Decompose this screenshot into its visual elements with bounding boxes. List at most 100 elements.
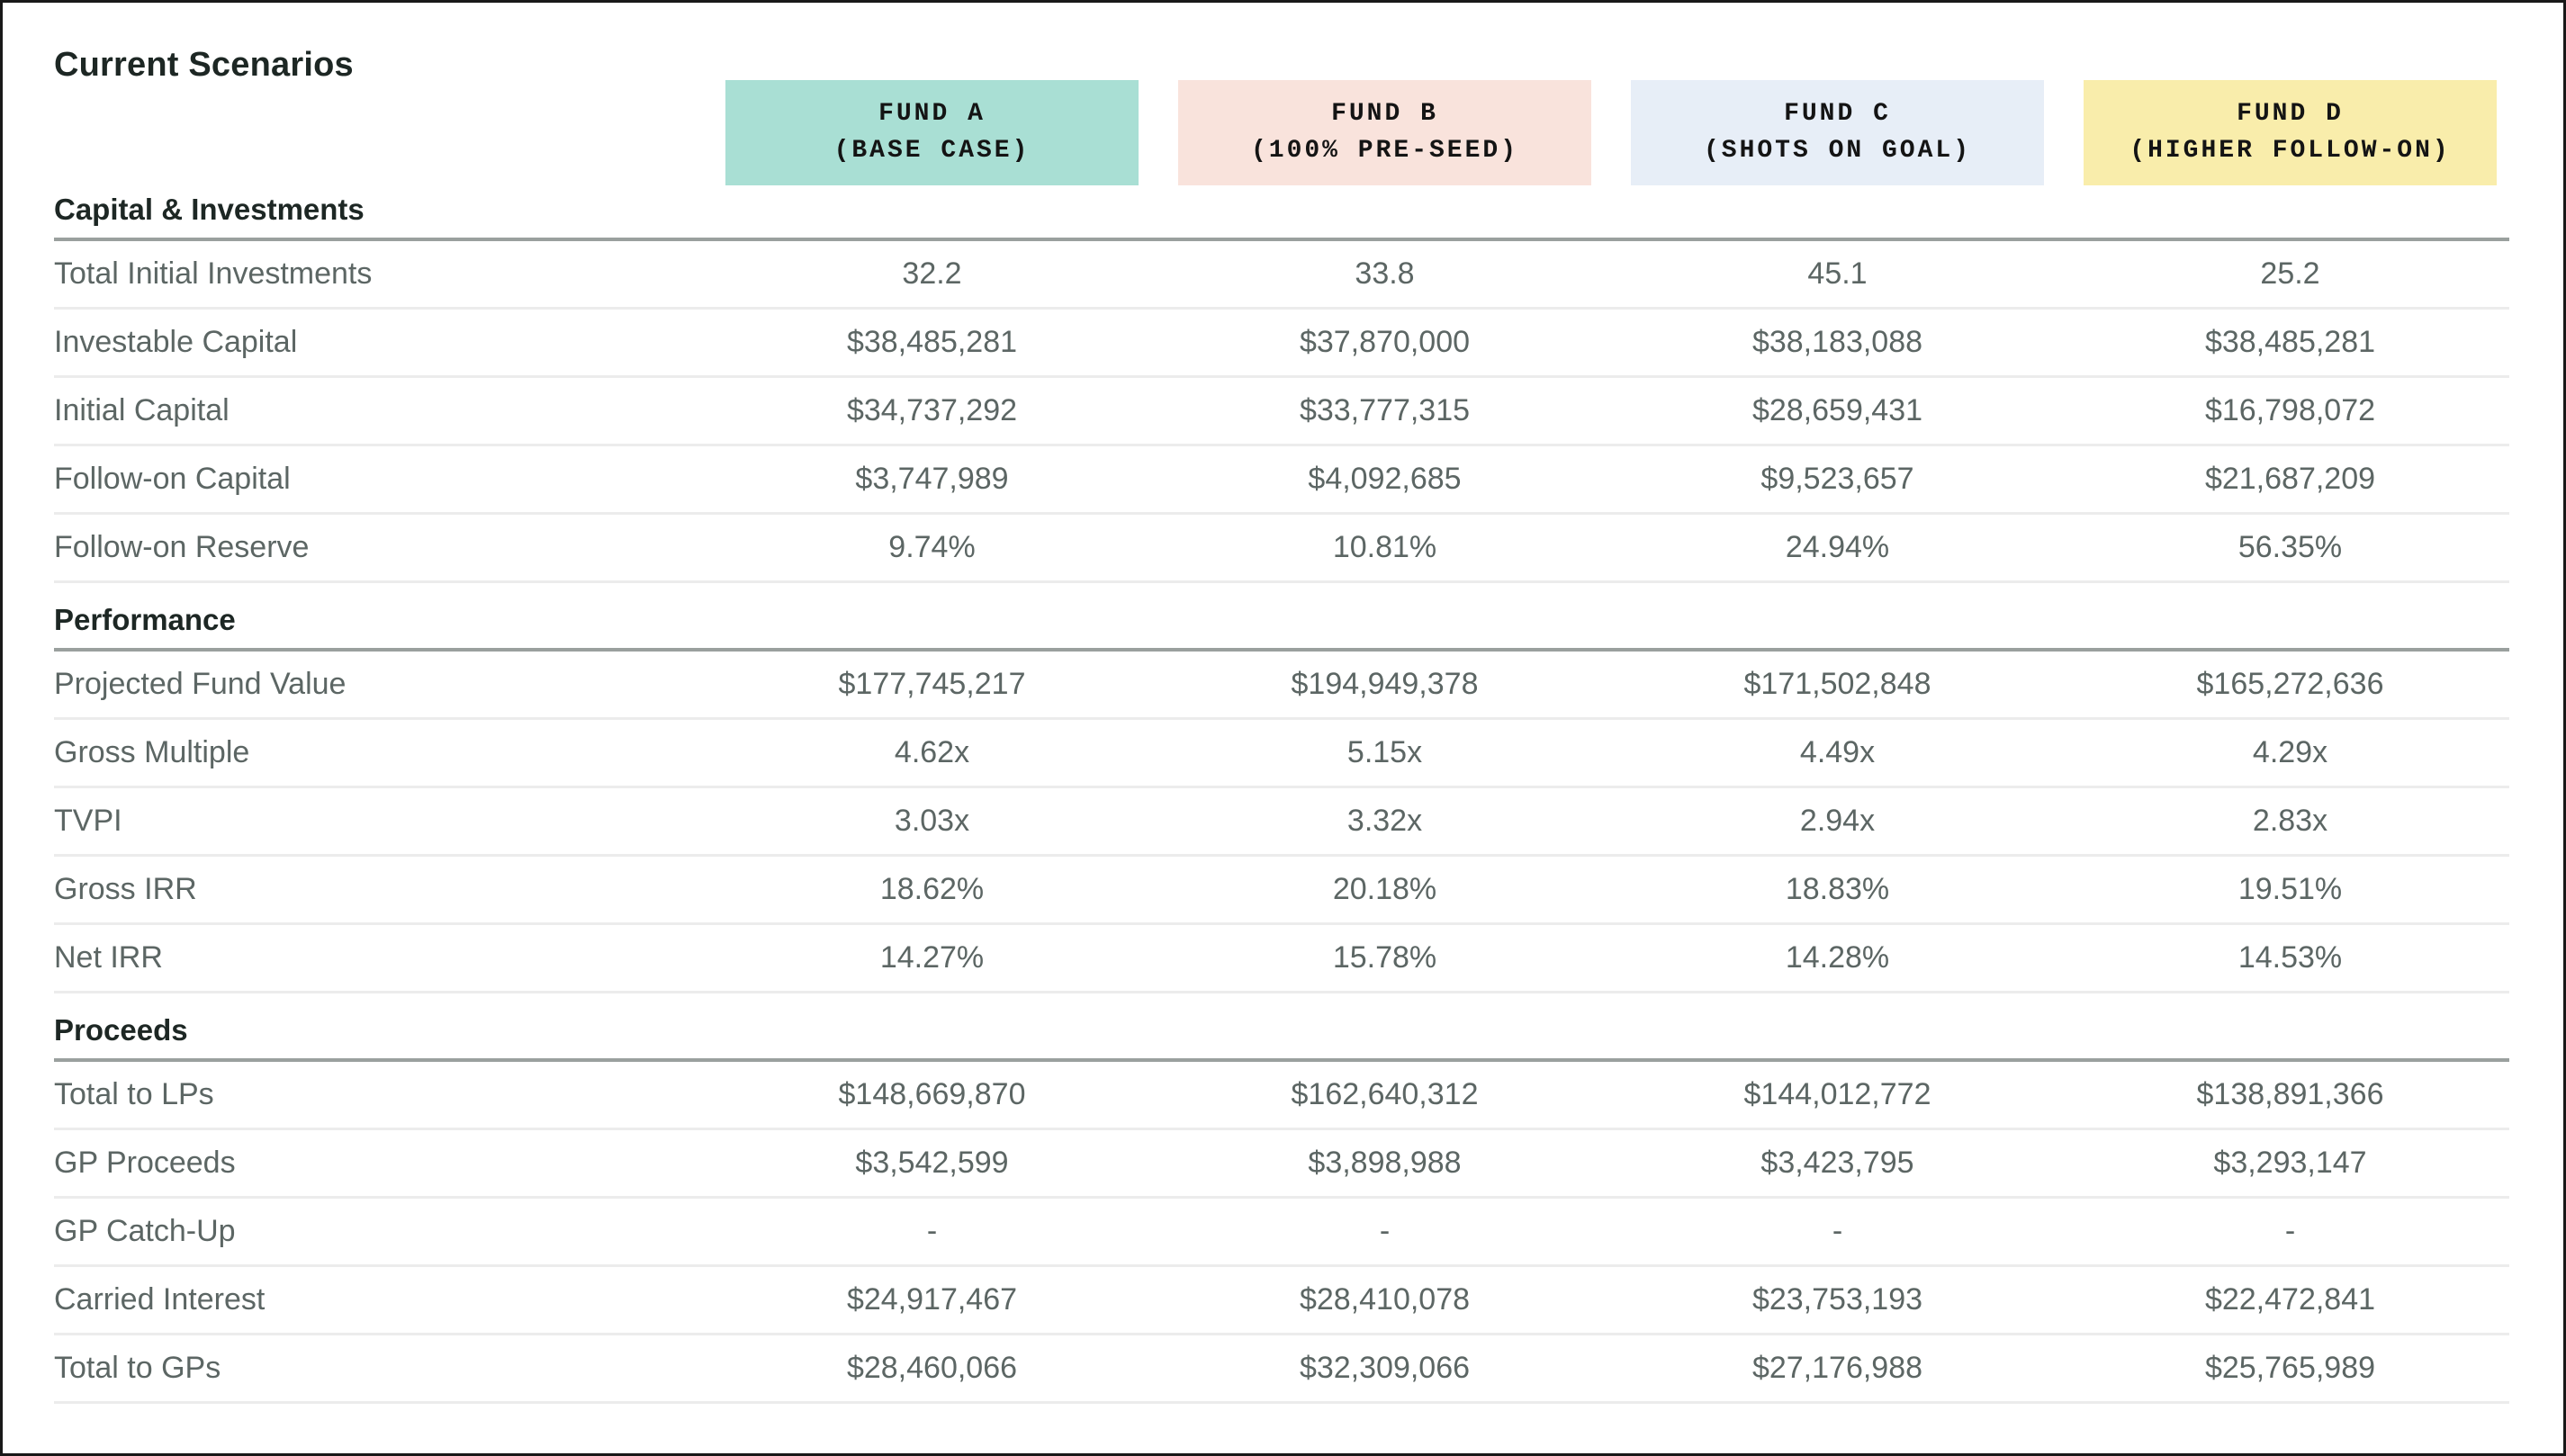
- scenario-table: Capital & Investments Total Initial Inves…: [54, 185, 2509, 1404]
- row-label: Gross Multiple: [54, 735, 250, 769]
- row-label: GP Catch-Up: [54, 1214, 236, 1248]
- cell-value: $24,917,467: [846, 1282, 1018, 1317]
- cell-value: 5.15x: [1346, 735, 1423, 769]
- fund-header-box: FUND C (SHOTS ON GOAL): [1631, 80, 2044, 185]
- cell-value: 4.29x: [2252, 735, 2328, 769]
- cell-value: $38,183,088: [1751, 325, 1923, 359]
- table-row: Total Initial Investments 32.2 33.8 45.1 25.…: [54, 241, 2509, 310]
- fund-column-header-cell-d: FUND D (HIGHER FOLLOW-ON): [2064, 24, 2516, 185]
- table-row: Gross IRR 18.62% 20.18% 18.83% 19.51%: [54, 857, 2509, 925]
- cell-value: $23,753,193: [1751, 1282, 1923, 1317]
- cell-value: 9.74%: [888, 530, 976, 564]
- row-label: Total to GPs: [54, 1351, 221, 1385]
- table-header-row: Current Scenarios FUND A (BASE CASE) FUND …: [54, 24, 2509, 185]
- table-row: Investable Capital $38,485,281 $37,870,000…: [54, 310, 2509, 378]
- cell-value: $38,485,281: [2204, 325, 2376, 359]
- cell-value: $28,460,066: [846, 1351, 1018, 1385]
- row-label: Total Initial Investments: [54, 256, 373, 291]
- cell-value: $138,891,366: [2196, 1077, 2384, 1111]
- cell-value: $25,765,989: [2204, 1351, 2376, 1385]
- section-header: Capital & Investments: [54, 185, 2509, 241]
- cell-value: $177,745,217: [838, 667, 1026, 701]
- cell-value: $162,640,312: [1291, 1077, 1479, 1111]
- fund-name: FUND B: [1331, 99, 1438, 128]
- fund-header-box: FUND A (BASE CASE): [725, 80, 1139, 185]
- table-row: Carried Interest $24,917,467 $28,410,078 $2…: [54, 1267, 2509, 1335]
- fund-subtitle: (HIGHER FOLLOW-ON): [2129, 136, 2451, 165]
- cell-value: $33,777,315: [1299, 393, 1471, 427]
- table-row: Gross Multiple 4.62x 5.15x 4.49x 4.29x: [54, 720, 2509, 788]
- cell-value: 4.62x: [894, 735, 970, 769]
- cell-value: -: [2284, 1214, 2296, 1248]
- cell-value: $165,272,636: [2196, 667, 2384, 701]
- fund-name: FUND D: [2237, 99, 2344, 128]
- cell-value: -: [1379, 1214, 1391, 1248]
- table-row: Total to GPs $28,460,066 $32,309,066 $27,17…: [54, 1335, 2509, 1404]
- row-label: Follow-on Reserve: [54, 530, 310, 564]
- table-row: Follow-on Reserve 9.74% 10.81% 24.94% 56.35%: [54, 515, 2509, 583]
- cell-value: $3,293,147: [2213, 1146, 2367, 1180]
- cell-value: $3,542,599: [855, 1146, 1009, 1180]
- cell-value: $148,669,870: [838, 1077, 1026, 1111]
- cell-value: 33.8: [1355, 256, 1415, 291]
- cell-value: 14.53%: [2237, 940, 2343, 975]
- cell-value: 18.62%: [879, 872, 985, 906]
- fund-name: FUND A: [878, 99, 986, 128]
- fund-subtitle: (100% PRE-SEED): [1250, 136, 1519, 165]
- section-header: Proceeds: [54, 993, 2509, 1062]
- section-header: Performance: [54, 583, 2509, 652]
- cell-value: 2.83x: [2252, 804, 2328, 838]
- table-row: Total to LPs $148,669,870 $162,640,312 $144…: [54, 1062, 2509, 1130]
- cell-value: $3,898,988: [1308, 1146, 1462, 1180]
- fund-header-box: FUND B (100% PRE-SEED): [1178, 80, 1591, 185]
- cell-value: $3,423,795: [1760, 1146, 1914, 1180]
- fund-column-header-cell-c: FUND C (SHOTS ON GOAL): [1611, 24, 2064, 185]
- row-label: GP Proceeds: [54, 1146, 236, 1180]
- cell-value: $37,870,000: [1299, 325, 1471, 359]
- cell-value: 3.03x: [894, 804, 970, 838]
- cell-value: 10.81%: [1332, 530, 1437, 564]
- table-row: Initial Capital $34,737,292 $33,777,315 $28…: [54, 378, 2509, 446]
- table-row: GP Catch-Up - - - -: [54, 1199, 2509, 1267]
- table-row: TVPI 3.03x 3.32x 2.94x 2.83x: [54, 788, 2509, 857]
- row-label: Net IRR: [54, 940, 163, 975]
- table-row: Net IRR 14.27% 15.78% 14.28% 14.53%: [54, 925, 2509, 993]
- fund-subtitle: (SHOTS ON GOAL): [1703, 136, 1972, 165]
- cell-value: 18.83%: [1785, 872, 1890, 906]
- cell-value: $28,659,431: [1751, 393, 1923, 427]
- cell-value: $171,502,848: [1743, 667, 1931, 701]
- fund-column-header-cell-a: FUND A (BASE CASE): [706, 24, 1158, 185]
- row-label: Follow-on Capital: [54, 462, 291, 496]
- page-title: Current Scenarios: [54, 46, 354, 84]
- cell-value: $144,012,772: [1743, 1077, 1931, 1111]
- table-row: Follow-on Capital $3,747,989 $4,092,685 $9,…: [54, 446, 2509, 515]
- cell-value: 4.49x: [1799, 735, 1876, 769]
- cell-value: 25.2: [2260, 256, 2320, 291]
- row-label: Carried Interest: [54, 1282, 266, 1317]
- row-label: Gross IRR: [54, 872, 197, 906]
- fund-column-header-cell-b: FUND B (100% PRE-SEED): [1158, 24, 1611, 185]
- cell-value: 14.28%: [1785, 940, 1890, 975]
- cell-value: -: [926, 1214, 938, 1248]
- fund-subtitle: (BASE CASE): [833, 136, 1031, 165]
- cell-value: 3.32x: [1346, 804, 1423, 838]
- cell-value: $21,687,209: [2204, 462, 2376, 496]
- cell-value: 32.2: [902, 256, 962, 291]
- row-label: Investable Capital: [54, 325, 298, 359]
- table-row: Projected Fund Value $177,745,217 $194,949…: [54, 652, 2509, 720]
- cell-value: 15.78%: [1332, 940, 1437, 975]
- cell-value: 56.35%: [2237, 530, 2343, 564]
- cell-value: 19.51%: [2237, 872, 2343, 906]
- cell-value: 24.94%: [1785, 530, 1890, 564]
- cell-value: $4,092,685: [1308, 462, 1462, 496]
- row-label: TVPI: [54, 804, 122, 838]
- fund-header-box: FUND D (HIGHER FOLLOW-ON): [2084, 80, 2497, 185]
- cell-value: $32,309,066: [1299, 1351, 1471, 1385]
- cell-value: $38,485,281: [846, 325, 1018, 359]
- cell-value: 20.18%: [1332, 872, 1437, 906]
- cell-value: $9,523,657: [1760, 462, 1914, 496]
- row-label: Total to LPs: [54, 1077, 214, 1111]
- cell-value: $22,472,841: [2204, 1282, 2376, 1317]
- cell-value: 2.94x: [1799, 804, 1876, 838]
- cell-value: $3,747,989: [855, 462, 1009, 496]
